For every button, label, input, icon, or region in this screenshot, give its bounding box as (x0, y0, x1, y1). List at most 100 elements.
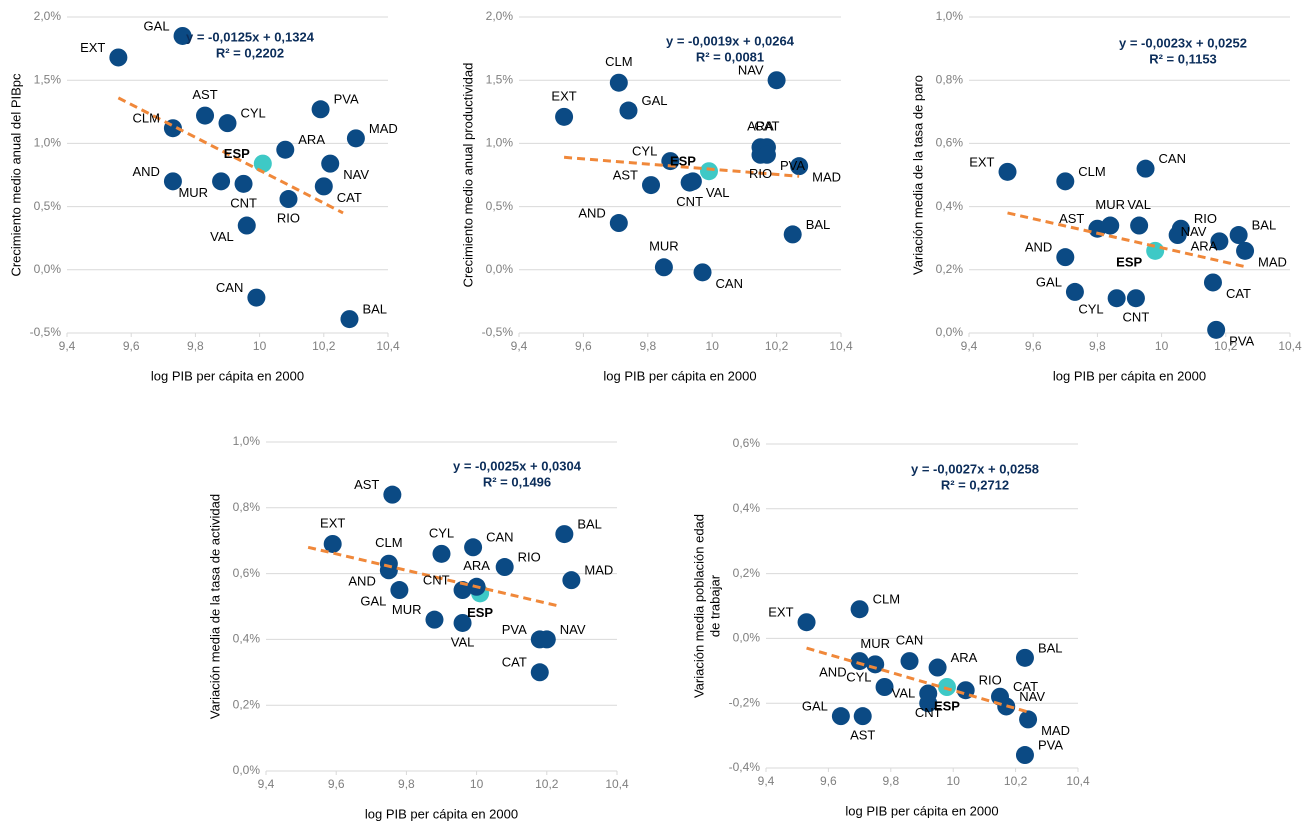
point (314, 177, 333, 196)
point (346, 129, 365, 148)
point-label: AND (578, 205, 605, 220)
point (163, 172, 182, 191)
y-tick-label: 0,5% (486, 199, 514, 213)
point-label: MUR (860, 636, 890, 651)
point (279, 190, 298, 209)
point (866, 655, 885, 674)
point (699, 162, 718, 181)
point (323, 534, 342, 553)
point-label: PVA (1229, 333, 1254, 348)
y-tick-label: 0,2% (936, 262, 964, 276)
point (1056, 248, 1075, 267)
point (757, 145, 776, 164)
point-label: BAL (806, 217, 831, 232)
point (1065, 282, 1084, 301)
y-tick-label: 0,8% (233, 500, 261, 514)
point-label: EXT (80, 40, 105, 55)
point (1136, 159, 1155, 178)
x-tick-label: 10,2 (765, 339, 789, 353)
x-axis-label: log PIB per cápita en 2000 (845, 803, 998, 818)
point-label: AST (613, 168, 638, 183)
x-tick-label: 10,4 (376, 339, 400, 353)
trend-r2: R² = 0,1153 (1149, 51, 1217, 66)
point-label: CAT (502, 655, 527, 670)
point-label: ESP (670, 154, 696, 169)
point (109, 48, 128, 67)
point-label: CYL (1078, 302, 1103, 317)
y-tick-label: 0,8% (936, 72, 964, 86)
trend-r2: R² = 0,2712 (941, 477, 1009, 492)
point-label: PVA (1038, 737, 1063, 752)
point (1210, 232, 1229, 251)
scatter-chart: -0,5% 0,0% 0,5% 1,0% 1,5% 2,0% 9,4 9,6 9,8 10 10,2… (460, 9, 853, 383)
trendline (307, 545, 562, 608)
point (562, 571, 581, 590)
point (853, 707, 872, 726)
point (218, 114, 237, 133)
point (654, 258, 673, 277)
point (555, 107, 574, 126)
point-label: MAD (369, 121, 398, 136)
y-tick-label: 1,0% (936, 9, 964, 23)
y-tick-label: -0,2% (729, 695, 761, 709)
point-label: EXT (969, 154, 994, 169)
point-label: CLM (375, 535, 402, 550)
point-label: GAL (144, 18, 170, 33)
point-label: BAL (577, 517, 602, 532)
x-tick-label: 9,6 (575, 339, 592, 353)
point-label: CYL (846, 669, 871, 684)
point (1019, 710, 1038, 729)
point-label: VAL (210, 229, 234, 244)
x-tick-label: 9,8 (1089, 339, 1106, 353)
point-label: RIO (1194, 211, 1217, 226)
y-tick-label: 1,0% (34, 136, 62, 150)
y-tick-label: 0,6% (936, 136, 964, 150)
point (425, 610, 444, 629)
trend-r2: R² = 0,0081 (696, 49, 764, 64)
point (1207, 320, 1226, 339)
point-label: RIO (277, 210, 300, 225)
point-label: CYL (429, 525, 454, 540)
scatter-chart: -0,5% 0,0% 0,5% 1,0% 1,5% 2,0% 9,4 9,6 9,8 10 10,2… (8, 9, 400, 383)
point (1126, 289, 1145, 308)
point-label: NAV (738, 63, 764, 78)
point (379, 561, 398, 580)
point-label: CAT (337, 190, 362, 205)
point-label: AND (819, 665, 846, 680)
x-tick-label: 10,4 (1066, 774, 1090, 788)
trendline (1007, 211, 1246, 269)
y-tick-label: 0,4% (233, 632, 261, 646)
point-label: CNT (230, 195, 257, 210)
point (619, 101, 638, 120)
point (276, 140, 295, 159)
point-label: ARA (747, 119, 774, 134)
x-tick-label: 9,8 (639, 339, 656, 353)
point (495, 558, 514, 577)
x-tick-label: 9,4 (961, 339, 978, 353)
y-axis-label: Crecimiento medio anual productividad (460, 63, 475, 288)
point-label: CLM (132, 111, 159, 126)
scatter-chart: 0,0% 0,2% 0,4% 0,6% 0,8% 1,0% 9,4 9,6 9,8 10 10,2 1… (910, 9, 1302, 383)
point (642, 176, 661, 195)
point-label: CLM (1078, 164, 1105, 179)
point-label: ARA (951, 650, 978, 665)
point (537, 630, 556, 649)
point-label: AST (1059, 211, 1084, 226)
x-tick-label: 9,8 (398, 777, 415, 791)
x-axis-label: log PIB per cápita en 2000 (365, 806, 518, 821)
point-label: MUR (392, 602, 422, 617)
y-tick-label: 0,4% (936, 199, 964, 213)
x-tick-label: 10 (706, 339, 720, 353)
point-label: NAV (343, 167, 369, 182)
point-label: GAL (802, 699, 828, 714)
point-label: ARA (463, 558, 490, 573)
point-label: ARA (298, 132, 325, 147)
x-tick-label: 10,2 (1004, 774, 1028, 788)
point-label: CNT (423, 572, 450, 587)
y-tick-label: 0,0% (936, 325, 964, 339)
x-axis-label: log PIB per cápita en 2000 (603, 368, 756, 383)
y-tick-label: 0,0% (486, 262, 514, 276)
point (693, 263, 712, 282)
point-label: BAL (362, 302, 387, 317)
point (340, 310, 359, 329)
